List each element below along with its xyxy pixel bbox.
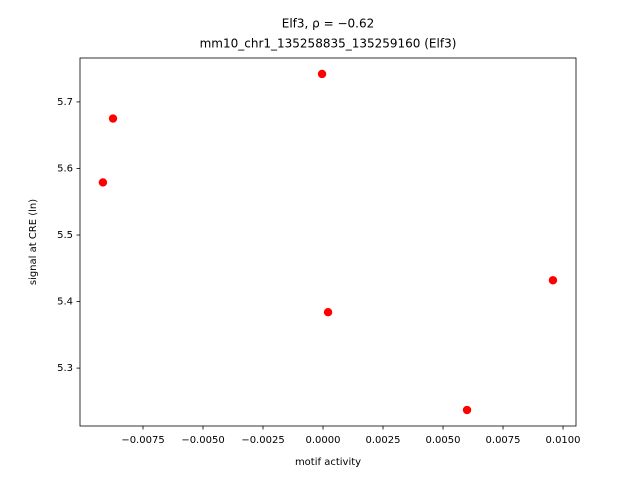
plot-frame bbox=[79, 57, 577, 427]
x-tick-label: 0.0025 bbox=[366, 435, 401, 446]
x-tick-label: −0.0050 bbox=[181, 435, 224, 446]
x-tick-label: −0.0075 bbox=[121, 435, 164, 446]
chart-title: Elf3, ρ = −0.62 bbox=[282, 17, 374, 31]
x-tick-label: 0.0000 bbox=[306, 435, 341, 446]
x-tick-label: 0.0100 bbox=[546, 435, 581, 446]
y-tick-label: 5.6 bbox=[57, 163, 73, 174]
x-tick-label: 0.0075 bbox=[486, 435, 521, 446]
y-tick-label: 5.4 bbox=[57, 297, 73, 308]
point bbox=[98, 178, 108, 187]
point bbox=[462, 405, 472, 415]
point bbox=[108, 114, 118, 123]
point bbox=[323, 308, 333, 317]
point bbox=[317, 69, 327, 79]
y-tick-label: 5.5 bbox=[57, 230, 73, 241]
y-tick-label: 5.7 bbox=[57, 97, 73, 108]
point bbox=[548, 276, 558, 285]
y-axis-label: signal at CRE (ln) bbox=[28, 199, 39, 285]
y-tick-label: 5.3 bbox=[57, 363, 73, 374]
x-tick-label: −0.0025 bbox=[241, 435, 284, 446]
x-tick-label: 0.0050 bbox=[426, 435, 461, 446]
chart-subtitle: mm10_chr1_135258835_135259160 (Elf3) bbox=[200, 37, 457, 51]
x-axis-label: motif activity bbox=[295, 457, 361, 468]
